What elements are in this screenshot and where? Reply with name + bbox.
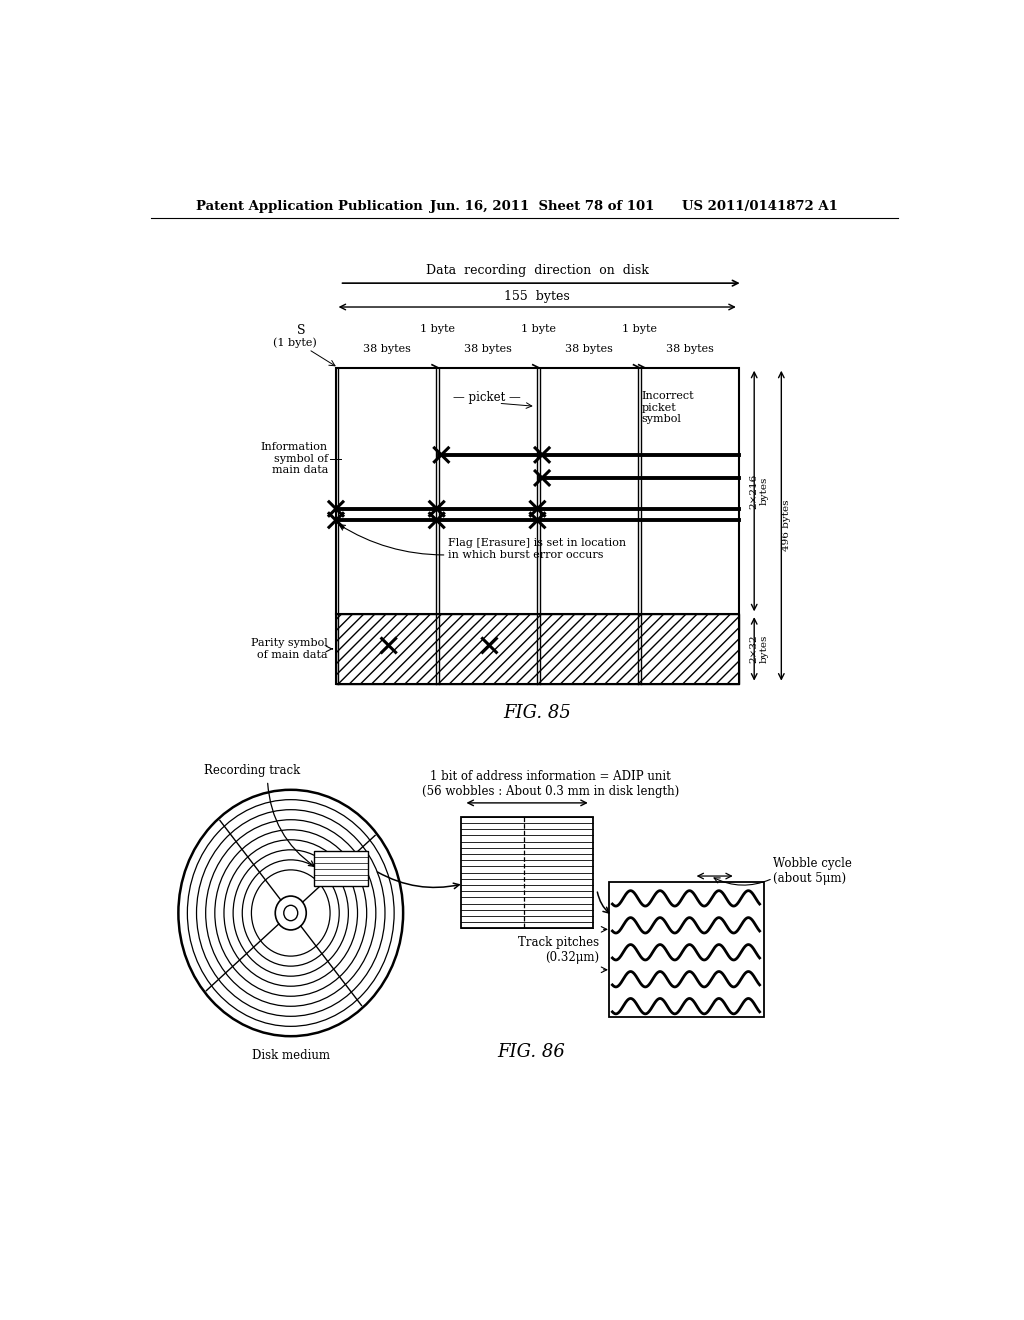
Bar	[461, 817, 593, 928]
Text: 2×32
bytes: 2×32 bytes	[750, 635, 769, 663]
Text: 1 bit of address information = ADIP unit
(56 wobbles : About 0.3 mm in disk leng: 1 bit of address information = ADIP unit…	[422, 771, 679, 799]
Text: FIG. 85: FIG. 85	[503, 704, 571, 722]
Text: Flag [Erasure] is set in location
in which burst error occurs: Flag [Erasure] is set in location in whi…	[449, 539, 627, 560]
Text: 38 bytes: 38 bytes	[666, 345, 714, 355]
Text: Incorrect
picket
symbol: Incorrect picket symbol	[642, 391, 694, 424]
Bar	[314, 851, 369, 886]
Text: FIG. 86: FIG. 86	[497, 1043, 565, 1060]
Text: 1 byte: 1 byte	[420, 323, 456, 334]
Text: Track pitches
(0.32μm): Track pitches (0.32μm)	[518, 936, 599, 964]
Text: 155  bytes: 155 bytes	[505, 289, 570, 302]
Text: 1 byte: 1 byte	[521, 323, 556, 334]
Text: Disk medium: Disk medium	[252, 1049, 330, 1063]
Ellipse shape	[178, 789, 403, 1036]
Text: US 2011/0141872 A1: US 2011/0141872 A1	[682, 199, 838, 213]
Text: 38 bytes: 38 bytes	[464, 345, 512, 355]
Ellipse shape	[284, 906, 298, 921]
Text: 38 bytes: 38 bytes	[364, 345, 412, 355]
Text: 1 byte: 1 byte	[622, 323, 656, 334]
Bar	[336, 368, 738, 684]
Text: Jun. 16, 2011  Sheet 78 of 101: Jun. 16, 2011 Sheet 78 of 101	[430, 199, 654, 213]
Text: Parity symbol
of main data: Parity symbol of main data	[251, 638, 328, 660]
Text: Data  recording  direction  on  disk: Data recording direction on disk	[426, 264, 648, 277]
Text: 38 bytes: 38 bytes	[565, 345, 612, 355]
Text: — picket —: — picket —	[453, 391, 520, 404]
Text: Wobble cycle
(about 5μm): Wobble cycle (about 5μm)	[773, 857, 852, 884]
Bar	[608, 882, 764, 1016]
Text: 496 bytes: 496 bytes	[782, 500, 792, 552]
Text: Recording track: Recording track	[204, 764, 300, 777]
Text: 2×216
bytes: 2×216 bytes	[750, 474, 769, 508]
Text: (1 byte): (1 byte)	[272, 337, 316, 347]
Bar	[336, 614, 738, 684]
Text: Patent Application Publication: Patent Application Publication	[197, 199, 423, 213]
Text: S: S	[297, 323, 305, 337]
Ellipse shape	[275, 896, 306, 929]
Text: Information
symbol of
main data: Information symbol of main data	[261, 442, 328, 475]
